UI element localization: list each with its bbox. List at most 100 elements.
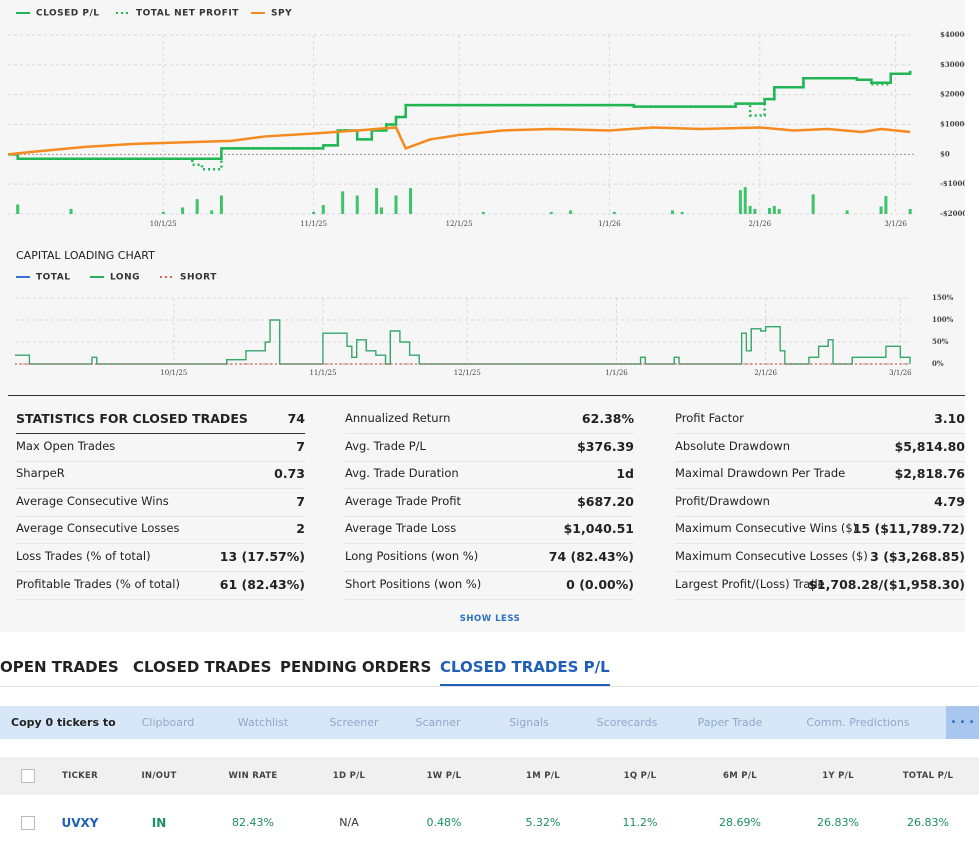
more-button[interactable]: • • •	[946, 706, 979, 739]
stat-label: Profitable Trades (% of total)	[16, 576, 180, 591]
stat-value: 74 (82.43%)	[548, 549, 634, 564]
stat-value: 0 (0.00%)	[566, 576, 634, 592]
stat-label: Largest Profit/(Loss) Trade	[675, 576, 825, 591]
y-tick-label: $40000	[940, 30, 965, 39]
legend-label: TOTAL	[36, 273, 70, 283]
x-tick-label: 1/1/26	[598, 220, 621, 228]
x-tick-label: 11/1/25	[300, 220, 327, 228]
legend-label: CLOSED P/L	[36, 9, 100, 19]
toolbar: Copy 0 tickers to Clipboard Watchlist Scre…	[0, 706, 979, 739]
stat-label: Profit/Drawdown	[675, 493, 770, 508]
row-rule	[345, 598, 634, 600]
x-tick-label: 12/1/25	[454, 369, 481, 377]
bar	[161, 211, 165, 214]
row-rule	[675, 543, 965, 545]
ticker-link[interactable]: UVXY	[61, 816, 99, 830]
stat-label: Average Consecutive Losses	[16, 521, 180, 536]
column-header[interactable]: IN/OUT	[141, 771, 177, 781]
toolbar-item[interactable]: Watchlist	[237, 716, 289, 729]
toolbar-item[interactable]: Signals	[509, 716, 549, 729]
table-cell: 26.83%	[817, 816, 859, 829]
y-tick-label: $30000	[940, 60, 965, 69]
column-header[interactable]: 1M P/L	[526, 771, 560, 781]
bar	[409, 188, 413, 214]
toolbar-item[interactable]: Paper Trade	[697, 716, 763, 729]
y-tick-label: 100%	[932, 315, 954, 324]
column-header[interactable]: 1D P/L	[332, 771, 366, 781]
table-cell: IN	[151, 816, 167, 830]
x-tick-label: 10/1/25	[150, 220, 177, 228]
stat-value: 62.38%	[581, 411, 634, 426]
stat-label: Annualized Return	[345, 411, 451, 425]
stat-label: Avg. Trade Duration	[345, 466, 459, 481]
stat-label: Average Consecutive Wins	[16, 493, 169, 508]
tab[interactable]: CLOSED TRADES	[133, 658, 272, 676]
show-less[interactable]: SHOW LESS	[459, 614, 521, 624]
y-tick-label: $20000	[940, 90, 965, 99]
stat-label: Maximum Consecutive Losses ($)	[675, 549, 868, 563]
bar	[210, 210, 214, 214]
column-header[interactable]: 6M P/L	[723, 771, 757, 781]
column-header[interactable]: WIN RATE	[228, 771, 278, 781]
row-rule	[675, 598, 965, 600]
bar	[69, 208, 73, 214]
stat-value: $687.20	[577, 493, 634, 509]
table-cell: 0.48%	[426, 816, 462, 829]
tab[interactable]: CLOSED TRADES P/L	[440, 658, 610, 676]
stat-value: $376.39	[577, 438, 634, 454]
row-rule	[345, 515, 634, 517]
x-tick-label: 3/1/26	[889, 369, 912, 377]
checkbox[interactable]	[21, 816, 35, 830]
charts: -$20000 -$10000 $0 $10000 $20000 $30000 $40000…	[7, 9, 965, 377]
toolbar-item[interactable]: Scorecards	[596, 716, 658, 729]
x-tick-label: 11/1/25	[309, 369, 336, 377]
bar	[680, 211, 684, 214]
bar	[321, 205, 325, 214]
bar	[845, 210, 849, 214]
row-rule	[675, 488, 965, 490]
toolbar-item[interactable]: Comm. Predictions	[806, 716, 910, 729]
bar	[777, 208, 781, 214]
row-rule	[345, 433, 634, 434]
row-rule	[345, 571, 634, 572]
toolbar-item[interactable]: Clipboard	[141, 716, 195, 729]
tab[interactable]: OPEN TRADES	[0, 658, 119, 676]
y-tick-label: 150%	[932, 293, 954, 302]
row-rule	[345, 543, 634, 545]
checkbox[interactable]	[21, 769, 35, 783]
stat-value: 61 (82.43%)	[219, 576, 305, 592]
bar	[748, 205, 752, 214]
stat-value: 3.10	[934, 411, 965, 426]
column-header[interactable]: TICKER	[62, 771, 98, 781]
bar	[738, 190, 742, 214]
bar	[670, 210, 674, 214]
x-tick-label: 10/1/25	[160, 369, 187, 377]
column-header[interactable]: TOTAL P/L	[902, 771, 954, 781]
bar	[16, 204, 20, 214]
stat-value: 7	[296, 493, 305, 509]
toolbar-item[interactable]: Scanner	[415, 716, 461, 729]
table-cell: N/A	[339, 816, 359, 829]
stat-label: SharpeR	[16, 466, 65, 481]
stat-label: Maximal Drawdown Per Trade	[675, 466, 846, 481]
stat-label: Absolute Drawdown	[675, 438, 790, 453]
series-line	[7, 126, 911, 156]
legend-label: SHORT	[180, 273, 217, 283]
column-header[interactable]: 1W P/L	[426, 771, 462, 781]
tab[interactable]: PENDING ORDERS	[280, 658, 432, 676]
row-rule	[675, 433, 965, 434]
column-header[interactable]: 1Q P/L	[623, 771, 657, 781]
bar	[394, 195, 398, 214]
bar	[195, 199, 199, 214]
row-rule	[675, 515, 965, 517]
bar	[753, 208, 757, 214]
bar	[312, 211, 316, 214]
column-header[interactable]: 1Y P/L	[822, 771, 854, 781]
x-tick-label: 3/1/26	[884, 220, 907, 228]
toolbar-item[interactable]: Screener	[329, 716, 379, 729]
bar	[375, 188, 379, 214]
table-header	[0, 757, 979, 795]
stats-title: STATISTICS FOR CLOSED TRADES	[16, 411, 248, 426]
bar	[379, 207, 383, 214]
